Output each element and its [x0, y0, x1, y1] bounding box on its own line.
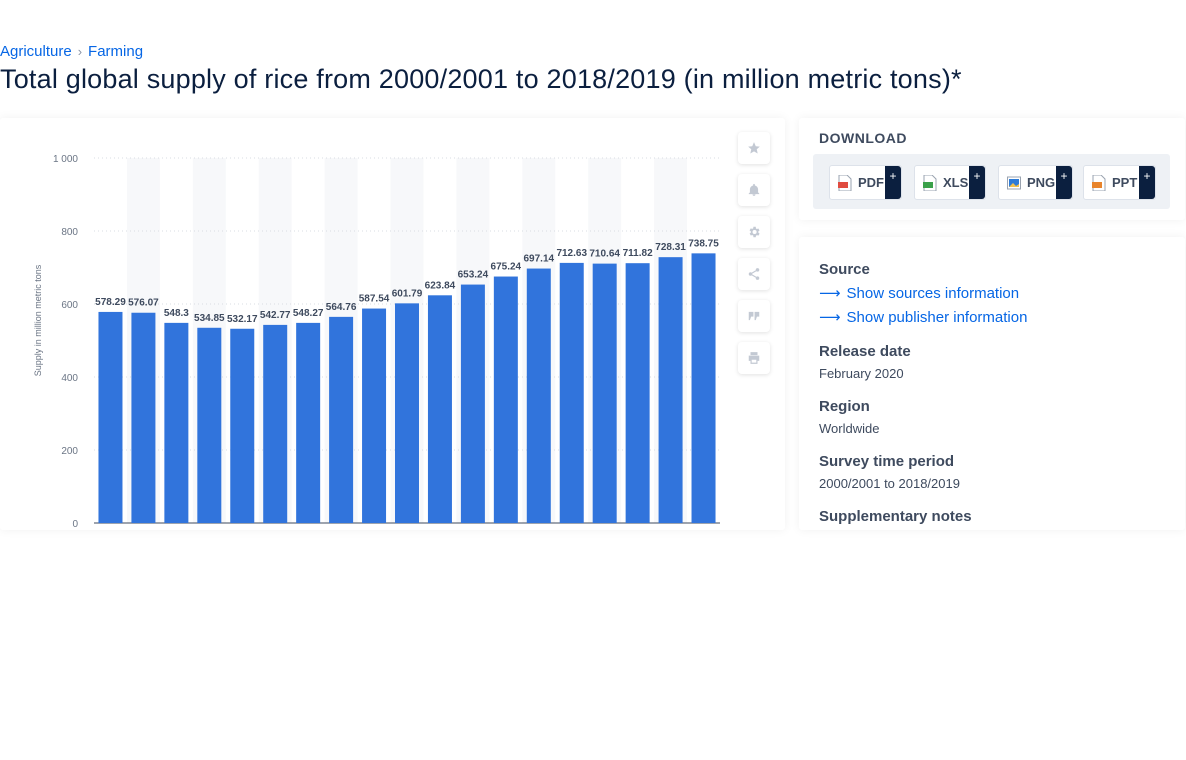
- data-label: 728.31: [655, 242, 686, 253]
- download-ppt-label: PPT: [1112, 175, 1138, 190]
- ppt-plus-badge: +: [1139, 166, 1155, 199]
- supplementary-notes-label: Supplementary notes: [819, 508, 972, 525]
- quote-icon: [748, 311, 760, 321]
- bar-2012/2013: [493, 276, 518, 523]
- xls-file-icon: [923, 174, 937, 191]
- y-axis-label: Supply in million metric tons: [33, 264, 43, 376]
- download-xls-button[interactable]: XLS +: [914, 165, 986, 200]
- show-publisher-link[interactable]: ⟶ Show publisher information: [819, 308, 1028, 327]
- bar-2016/2017: [625, 263, 650, 523]
- bar-2002/2003: [164, 322, 189, 523]
- data-label: 653.24: [458, 270, 489, 281]
- data-label: 711.82: [623, 248, 653, 259]
- y-tick-label: 600: [61, 300, 78, 311]
- share-button[interactable]: [738, 258, 770, 290]
- bell-icon: [748, 183, 760, 196]
- page-title: Total global supply of rice from 2000/20…: [0, 64, 962, 94]
- star-icon: [748, 142, 760, 154]
- bar-2017/2018: [658, 257, 683, 523]
- bar-2007/2008: [329, 316, 354, 523]
- y-tick-label: 400: [61, 373, 78, 384]
- data-label: 534.85: [194, 313, 225, 324]
- y-tick-label: 800: [61, 227, 78, 238]
- data-label: 623.84: [425, 280, 456, 291]
- chart-card: 0 200 400 600 800 1 000 Supply in million metr…: [0, 118, 785, 530]
- data-label: 564.76: [326, 302, 357, 313]
- show-publisher-text: Show publisher information: [846, 308, 1028, 326]
- statistic-info-card: Source ⟶ Show sources information ⟶ Show…: [799, 237, 1185, 530]
- bar-2011/2012: [460, 284, 485, 523]
- data-label: 587.54: [359, 294, 390, 305]
- download-xls-label: XLS: [943, 175, 969, 190]
- show-sources-text: Show sources information: [846, 284, 1020, 302]
- data-label: 576.07: [128, 298, 159, 309]
- survey-period-label: Survey time period: [819, 453, 955, 470]
- favorite-button[interactable]: [738, 132, 770, 164]
- download-title: DOWNLOAD: [819, 130, 907, 146]
- bar-2014/2015: [559, 262, 584, 523]
- download-pdf-button[interactable]: PDF +: [829, 165, 902, 200]
- y-tick-label: 0: [72, 519, 78, 530]
- png-plus-badge: +: [1056, 166, 1072, 199]
- data-label: 601.79: [392, 288, 423, 299]
- download-card: DOWNLOAD PDF + XLS + PNG + PPT +: [799, 118, 1185, 220]
- bar-2004/2005: [230, 328, 255, 523]
- data-label: 548.27: [293, 308, 324, 319]
- bar-2009/2010: [395, 303, 419, 523]
- bar-2008/2009: [362, 308, 387, 523]
- gear-icon: [749, 226, 760, 238]
- bar-2006/2007: [296, 322, 321, 523]
- data-label: 578.29: [95, 297, 126, 308]
- bar-2010/2011: [427, 295, 452, 523]
- data-label: 548.3: [164, 308, 189, 319]
- data-label: 675.24: [491, 262, 522, 273]
- download-png-label: PNG: [1027, 175, 1056, 190]
- print-icon: [748, 352, 760, 364]
- release-date-label: Release date: [819, 343, 911, 360]
- pdf-plus-badge: +: [885, 166, 901, 199]
- arrow-right-icon: ⟶: [819, 285, 841, 302]
- bar-2015/2016: [592, 263, 617, 523]
- chart-toolbar: [738, 132, 770, 374]
- pdf-file-icon: [838, 174, 852, 191]
- print-button[interactable]: [738, 342, 770, 374]
- data-label: 738.75: [688, 238, 719, 249]
- data-label: 710.64: [589, 249, 620, 260]
- source-label: Source: [819, 261, 870, 278]
- breadcrumb: Agriculture › Farming: [0, 43, 143, 60]
- y-tick-label: 1 000: [53, 154, 78, 165]
- y-tick-label: 200: [61, 446, 78, 457]
- bar-2000/2001: [98, 311, 123, 523]
- share-icon: [748, 268, 760, 280]
- notification-button[interactable]: [738, 174, 770, 206]
- download-buttons: PDF + XLS + PNG + PPT +: [813, 154, 1170, 209]
- bar-2005/2006: [263, 324, 288, 523]
- data-label: 697.14: [523, 254, 554, 265]
- png-file-icon: [1007, 176, 1021, 189]
- survey-period-value: 2000/2001 to 2018/2019: [819, 476, 960, 491]
- bar-2003/2004: [197, 327, 222, 523]
- breadcrumb-farming[interactable]: Farming: [88, 43, 144, 60]
- download-ppt-button[interactable]: PPT +: [1083, 165, 1156, 200]
- release-date-value: February 2020: [819, 366, 904, 381]
- data-label: 532.17: [227, 314, 258, 325]
- breadcrumb-separator: ›: [77, 44, 83, 59]
- breadcrumb-agriculture[interactable]: Agriculture: [0, 43, 72, 60]
- ppt-file-icon: [1092, 174, 1106, 191]
- xls-plus-badge: +: [969, 166, 985, 199]
- region-label: Region: [819, 398, 870, 415]
- show-sources-link[interactable]: ⟶ Show sources information: [819, 284, 1020, 303]
- cite-button[interactable]: [738, 300, 770, 332]
- bar-2018/2019: [691, 253, 716, 523]
- download-png-button[interactable]: PNG +: [998, 165, 1073, 200]
- data-label: 712.63: [556, 248, 587, 259]
- region-value: Worldwide: [819, 421, 880, 436]
- bar-2013/2014: [526, 268, 551, 523]
- download-pdf-label: PDF: [858, 175, 884, 190]
- data-label: 542.77: [260, 310, 291, 321]
- arrow-right-icon: ⟶: [819, 309, 841, 326]
- bar-chart: 0 200 400 600 800 1 000 Supply in million metr…: [33, 154, 720, 530]
- settings-button[interactable]: [738, 216, 770, 248]
- bar-2001/2002: [131, 312, 156, 523]
